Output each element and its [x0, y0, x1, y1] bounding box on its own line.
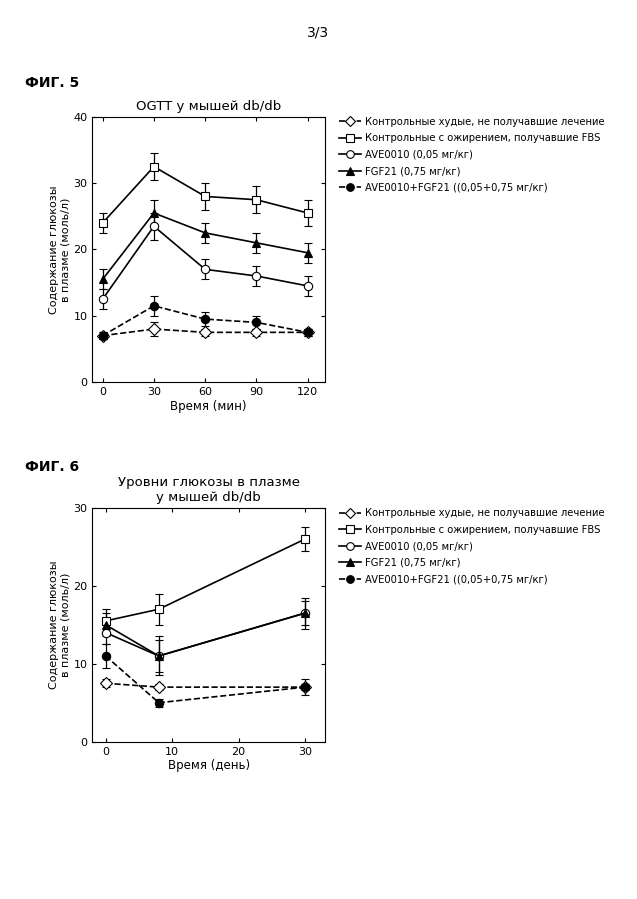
- Text: 3/3: 3/3: [308, 25, 329, 40]
- Y-axis label: Содержание глюкозы
в плазме (моль/л): Содержание глюкозы в плазме (моль/л): [49, 185, 71, 314]
- Text: ФИГ. 5: ФИГ. 5: [25, 76, 80, 91]
- Legend: Контрольные худые, не получавшие лечение, Контрольные с ожирением, получавшие FB: Контрольные худые, не получавшие лечение…: [339, 508, 605, 584]
- Title: Уровни глюкозы в плазме
у мышей db/db: Уровни глюкозы в плазме у мышей db/db: [118, 476, 299, 504]
- Text: ФИГ. 6: ФИГ. 6: [25, 460, 80, 475]
- X-axis label: Время (день): Время (день): [168, 760, 250, 772]
- Title: OGTT у мышей db/db: OGTT у мышей db/db: [136, 100, 282, 113]
- X-axis label: Время (мин): Время (мин): [170, 400, 247, 413]
- Legend: Контрольные худые, не получавшие лечение, Контрольные с ожирением, получавшие FB: Контрольные худые, не получавшие лечение…: [339, 117, 605, 192]
- Y-axis label: Содержание глюкозы
в плазме (моль/л): Содержание глюкозы в плазме (моль/л): [49, 561, 71, 689]
